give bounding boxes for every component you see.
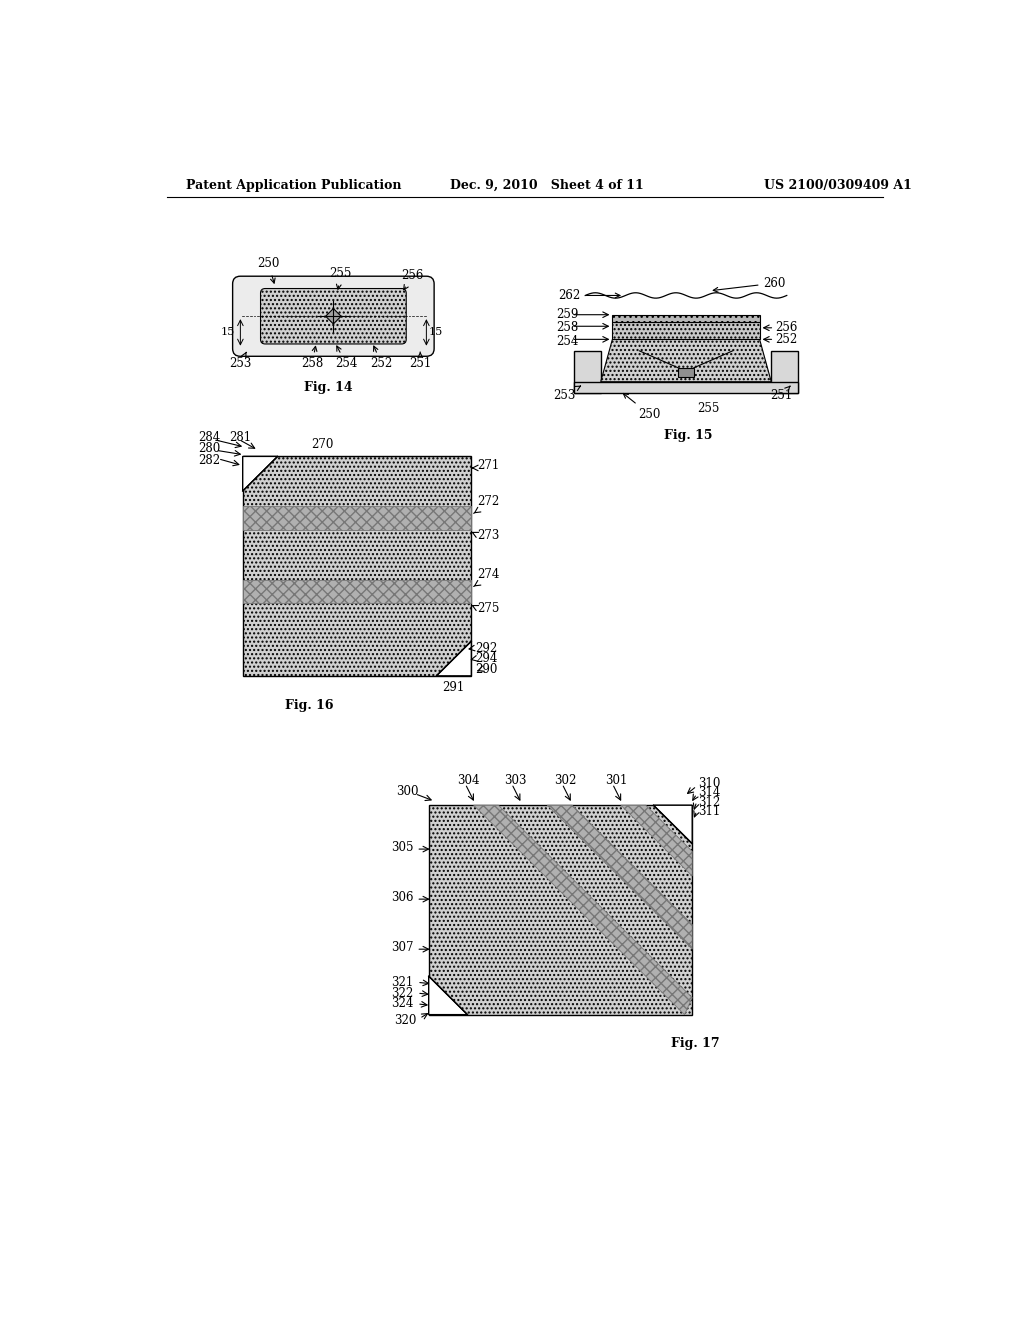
Text: 307: 307 — [391, 941, 414, 954]
Text: 260: 260 — [714, 277, 785, 292]
Text: 280: 280 — [198, 442, 220, 455]
Text: Fig. 16: Fig. 16 — [286, 698, 334, 711]
Text: 251: 251 — [410, 352, 431, 371]
Text: 301: 301 — [604, 774, 627, 787]
Text: 275: 275 — [477, 602, 500, 615]
Text: Fig. 17: Fig. 17 — [672, 1038, 720, 1051]
Polygon shape — [436, 642, 471, 676]
Bar — [429, 805, 692, 1015]
Text: Fig. 14: Fig. 14 — [304, 380, 352, 393]
Text: Patent Application Publication: Patent Application Publication — [186, 178, 401, 191]
Text: 256: 256 — [401, 269, 424, 290]
Polygon shape — [547, 805, 692, 949]
Text: 254: 254 — [335, 346, 357, 371]
Polygon shape — [653, 805, 692, 843]
Text: 15: 15 — [221, 326, 236, 337]
Text: 255: 255 — [330, 268, 352, 289]
Polygon shape — [573, 351, 601, 393]
Text: 321: 321 — [391, 975, 414, 989]
Polygon shape — [429, 977, 467, 1015]
Text: Dec. 9, 2010   Sheet 4 of 11: Dec. 9, 2010 Sheet 4 of 11 — [450, 178, 643, 191]
Bar — [573, 381, 799, 393]
Text: 251: 251 — [770, 387, 792, 403]
Bar — [678, 368, 693, 378]
Text: 250: 250 — [257, 257, 280, 282]
Polygon shape — [474, 805, 692, 1015]
Text: 306: 306 — [391, 891, 414, 904]
Text: 258: 258 — [556, 321, 579, 334]
Text: 302: 302 — [554, 774, 577, 787]
FancyBboxPatch shape — [260, 289, 407, 345]
Bar — [612, 314, 760, 322]
Text: US 2100/0309409 A1: US 2100/0309409 A1 — [764, 178, 911, 191]
Text: 262: 262 — [558, 289, 620, 302]
Bar — [612, 322, 760, 339]
Text: 322: 322 — [391, 986, 414, 999]
Text: 15: 15 — [429, 326, 443, 337]
Text: 259: 259 — [556, 308, 579, 321]
Text: 270: 270 — [311, 438, 333, 451]
Text: 281: 281 — [228, 430, 251, 444]
Text: 271: 271 — [477, 459, 500, 473]
Text: 310: 310 — [698, 777, 721, 791]
Text: 314: 314 — [698, 787, 721, 800]
Text: 284: 284 — [198, 430, 220, 444]
Polygon shape — [771, 351, 799, 393]
Text: 273: 273 — [477, 529, 500, 543]
Text: 254: 254 — [556, 335, 579, 348]
Text: 252: 252 — [371, 346, 393, 371]
Text: 291: 291 — [442, 681, 464, 694]
Text: 253: 253 — [228, 352, 251, 371]
Polygon shape — [243, 457, 278, 491]
Text: 252: 252 — [775, 333, 798, 346]
Text: 303: 303 — [504, 774, 526, 787]
Bar — [243, 457, 471, 676]
Text: 255: 255 — [697, 403, 720, 416]
Text: 256: 256 — [775, 321, 798, 334]
Text: 320: 320 — [394, 1014, 416, 1027]
Text: 292: 292 — [475, 642, 498, 655]
FancyBboxPatch shape — [232, 276, 434, 356]
Text: 294: 294 — [475, 652, 498, 665]
Text: 282: 282 — [198, 454, 220, 467]
Text: 290: 290 — [475, 663, 498, 676]
Text: 300: 300 — [396, 785, 419, 797]
Text: 274: 274 — [477, 569, 500, 582]
Text: 250: 250 — [624, 393, 660, 421]
Text: 272: 272 — [477, 495, 500, 508]
Polygon shape — [326, 309, 341, 323]
Text: 312: 312 — [698, 796, 721, 809]
Polygon shape — [621, 805, 692, 876]
Polygon shape — [601, 339, 771, 381]
Text: 311: 311 — [698, 805, 721, 818]
Text: 253: 253 — [553, 385, 581, 403]
Text: 304: 304 — [458, 774, 480, 787]
Text: 305: 305 — [391, 841, 414, 854]
Bar — [243, 507, 471, 529]
Bar — [243, 579, 471, 603]
Text: Fig. 15: Fig. 15 — [665, 429, 713, 442]
Text: 258: 258 — [301, 346, 324, 371]
Text: 324: 324 — [391, 998, 414, 1010]
